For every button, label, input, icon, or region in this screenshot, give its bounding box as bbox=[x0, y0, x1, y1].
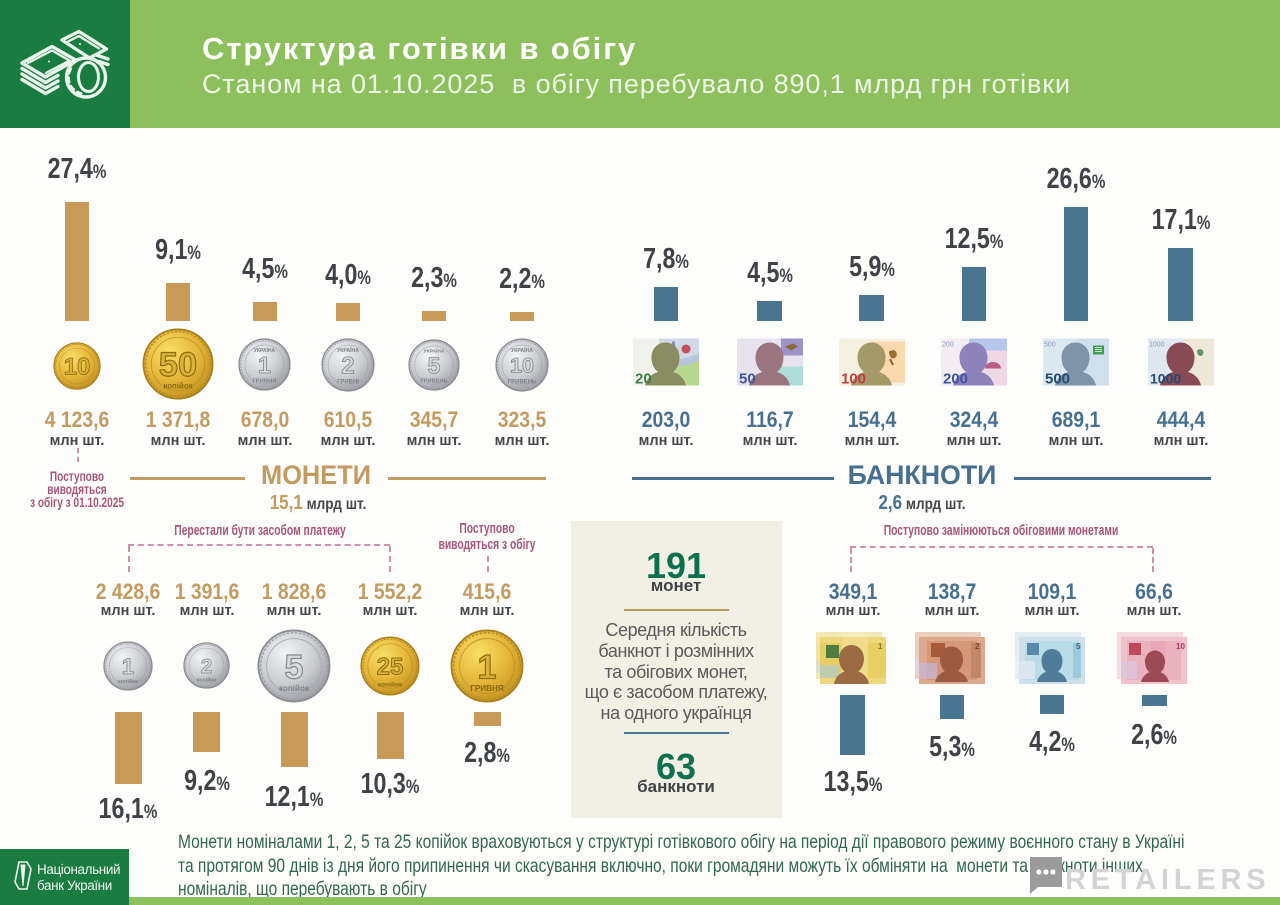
svg-text:500: 500 bbox=[1044, 342, 1056, 349]
svg-text:копійок: копійок bbox=[163, 381, 192, 390]
svg-text:копійки: копійки bbox=[197, 676, 216, 683]
svg-text:10: 10 bbox=[510, 352, 534, 377]
svg-text:1000: 1000 bbox=[1150, 371, 1181, 387]
svg-text:копійка: копійка bbox=[118, 678, 139, 685]
svg-text:1: 1 bbox=[478, 648, 497, 686]
svg-text:10: 10 bbox=[1176, 642, 1185, 651]
svg-text:ГРИВНЯ: ГРИВНЯ bbox=[470, 684, 504, 693]
svg-text:копійок: копійок bbox=[378, 680, 403, 688]
svg-text:1: 1 bbox=[122, 654, 134, 679]
svg-text:УКРАЇНА: УКРАЇНА bbox=[254, 347, 276, 354]
svg-text:1: 1 bbox=[878, 642, 883, 651]
svg-text:ГРИВНІ: ГРИВНІ bbox=[337, 379, 359, 385]
svg-text:2: 2 bbox=[341, 352, 354, 379]
svg-text:1: 1 bbox=[258, 352, 271, 378]
svg-text:20: 20 bbox=[635, 371, 652, 387]
svg-text:500: 500 bbox=[1045, 371, 1070, 387]
svg-text:5: 5 bbox=[428, 352, 441, 378]
svg-text:50: 50 bbox=[159, 346, 197, 384]
svg-text:50: 50 bbox=[739, 371, 756, 387]
svg-text:2: 2 bbox=[975, 642, 980, 651]
svg-text:25: 25 bbox=[377, 653, 404, 680]
svg-text:10: 10 bbox=[64, 353, 91, 380]
svg-text:2: 2 bbox=[201, 655, 213, 678]
svg-text:100: 100 bbox=[841, 371, 866, 387]
svg-text:200: 200 bbox=[942, 342, 954, 349]
svg-text:УКРАЇНА: УКРАЇНА bbox=[424, 347, 445, 354]
svg-text:ГРИВЕНЬ: ГРИВЕНЬ bbox=[420, 378, 447, 384]
svg-text:1000: 1000 bbox=[1149, 342, 1165, 349]
svg-text:копійок: копійок bbox=[279, 684, 310, 693]
svg-text:200: 200 bbox=[943, 371, 968, 387]
svg-text:5: 5 bbox=[285, 648, 304, 686]
svg-text:ГРИВЕНЬ: ГРИВЕНЬ bbox=[508, 379, 537, 385]
svg-text:ГРИВНЯ: ГРИВНЯ bbox=[253, 379, 277, 385]
svg-text:УКРАЇНА: УКРАЇНА bbox=[511, 347, 533, 354]
svg-text:5: 5 bbox=[1076, 642, 1081, 651]
svg-text:УКРАЇНА: УКРАЇНА bbox=[337, 347, 359, 354]
